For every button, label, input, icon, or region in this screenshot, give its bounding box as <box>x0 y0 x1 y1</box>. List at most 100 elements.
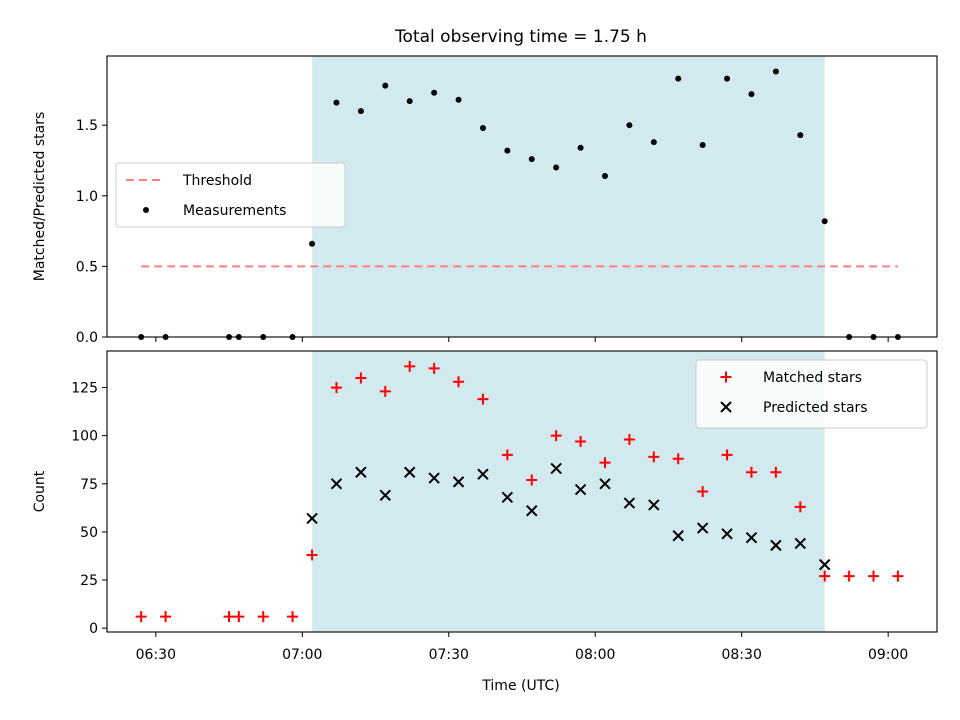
predicted-stars-point <box>379 489 392 502</box>
y-tick-label: 75 <box>80 477 98 493</box>
x-tick-label: 09:00 <box>868 647 908 663</box>
matched-stars-point <box>453 376 465 388</box>
matched-stars-point <box>379 385 391 397</box>
measurement-point <box>724 75 731 82</box>
predicted-stars-point <box>648 499 660 511</box>
x-axis-label: Time (UTC) <box>481 678 559 694</box>
matched-stars-point <box>223 611 235 623</box>
predicted-stars-point <box>550 462 562 475</box>
predicted-stars-point <box>794 537 807 550</box>
measurement-point <box>504 147 511 154</box>
measurement-point <box>333 99 340 106</box>
matched-stars-point <box>672 453 684 465</box>
measurement-point <box>553 164 560 171</box>
predicted-stars-point <box>818 558 831 571</box>
matched-stars-point <box>575 435 587 447</box>
measurement-point <box>626 122 633 129</box>
predicted-stars-point <box>672 530 684 542</box>
matched-stars-point <box>477 393 489 405</box>
axes-frame <box>106 350 938 633</box>
predicted-stars-point <box>306 512 318 525</box>
matched-stars-point <box>721 449 733 461</box>
matched-stars-point <box>697 486 709 497</box>
matched-stars-point <box>257 611 269 623</box>
predicted-stars-point <box>526 505 538 517</box>
measurement-point <box>528 156 535 163</box>
y-tick-label: 25 <box>80 573 98 589</box>
bottom-panel: 0 25 50 75 100 125 06:30 07:00 07:30 08:00 08:30 09… <box>32 350 938 663</box>
matched-stars-point <box>160 611 172 623</box>
matched-stars-point <box>599 457 611 469</box>
measurement-point <box>406 98 413 105</box>
measurement-point <box>577 144 584 151</box>
chart-title: Total observing time = 1.75 h <box>394 27 647 47</box>
matched-stars-point <box>404 360 416 372</box>
matched-stars-point <box>526 474 538 486</box>
matched-stars-point <box>330 382 342 394</box>
measurement-point <box>748 91 755 98</box>
x-tick-label: 08:30 <box>722 647 762 663</box>
predicted-stars-point <box>696 522 709 534</box>
predicted-stars-point <box>428 472 440 484</box>
legend-box <box>695 359 928 429</box>
predicted-stars-point <box>403 466 416 478</box>
legend-label: Measurements <box>183 203 286 219</box>
measurement-point <box>455 96 462 103</box>
measurement-point <box>382 82 389 89</box>
legend-box <box>115 162 346 228</box>
matched-stars-point <box>135 611 147 623</box>
predicted-stars-point <box>770 539 782 552</box>
predicted-stars-point <box>745 531 758 544</box>
legend-predicted-swatch <box>720 401 732 413</box>
legend-matched-swatch <box>720 371 732 383</box>
predicted-stars-point <box>721 528 733 540</box>
matched-stars-point <box>233 611 245 623</box>
measurement-point <box>821 218 828 225</box>
predicted-stars-point <box>477 468 489 480</box>
y-axis-label: Count <box>32 470 48 512</box>
matched-stars-point <box>745 466 757 478</box>
matched-stars-point <box>550 430 562 442</box>
measurement-point <box>699 141 706 148</box>
y-tick-label: 100 <box>71 429 98 445</box>
x-tick-label: 06:30 <box>136 647 176 663</box>
measurement-point <box>675 75 682 82</box>
measurement-point <box>650 139 657 146</box>
matched-stars-point <box>770 466 782 478</box>
y-tick-label: 0 <box>89 621 98 637</box>
measurement-point <box>357 108 364 115</box>
matched-stars-point <box>501 449 513 461</box>
measurement-point <box>309 240 316 247</box>
axes-frame <box>106 55 938 338</box>
y-tick-label: 125 <box>71 381 98 397</box>
predicted-stars-point <box>623 497 636 509</box>
matched-stars-point <box>819 570 831 582</box>
measurement-point <box>431 89 438 96</box>
measurement-point <box>602 173 608 180</box>
legend-label: Matched stars <box>763 370 862 386</box>
legend-label: Threshold <box>182 173 252 189</box>
predicted-stars-point <box>452 476 465 488</box>
y-axis-label: Matched/Predicted stars <box>32 112 48 282</box>
matched-stars-point <box>843 570 855 582</box>
x-tick-label: 07:30 <box>429 647 469 663</box>
legend-label: Predicted stars <box>763 400 868 416</box>
matched-stars-point <box>355 372 367 384</box>
matched-stars-point <box>623 434 635 446</box>
matched-stars-point <box>794 501 806 513</box>
matched-stars-point <box>306 549 318 561</box>
y-tick-label: 1.0 <box>76 189 98 205</box>
matched-stars-point <box>868 570 880 582</box>
predicted-stars-point <box>330 478 343 490</box>
predicted-stars-point <box>599 478 611 490</box>
y-tick-label: 50 <box>80 525 98 541</box>
x-tick-label: 08:00 <box>575 647 615 663</box>
top-panel: 0.0 0.5 1.0 1.5 Matched/Predicted stars Thres… <box>32 55 938 346</box>
legend-measurement-swatch <box>143 207 149 213</box>
matched-stars-point <box>892 570 904 582</box>
y-tick-label: 1.5 <box>76 118 98 134</box>
measurement-point <box>797 132 804 139</box>
matched-stars-point <box>648 451 660 463</box>
x-tick-label: 07:00 <box>282 647 322 663</box>
